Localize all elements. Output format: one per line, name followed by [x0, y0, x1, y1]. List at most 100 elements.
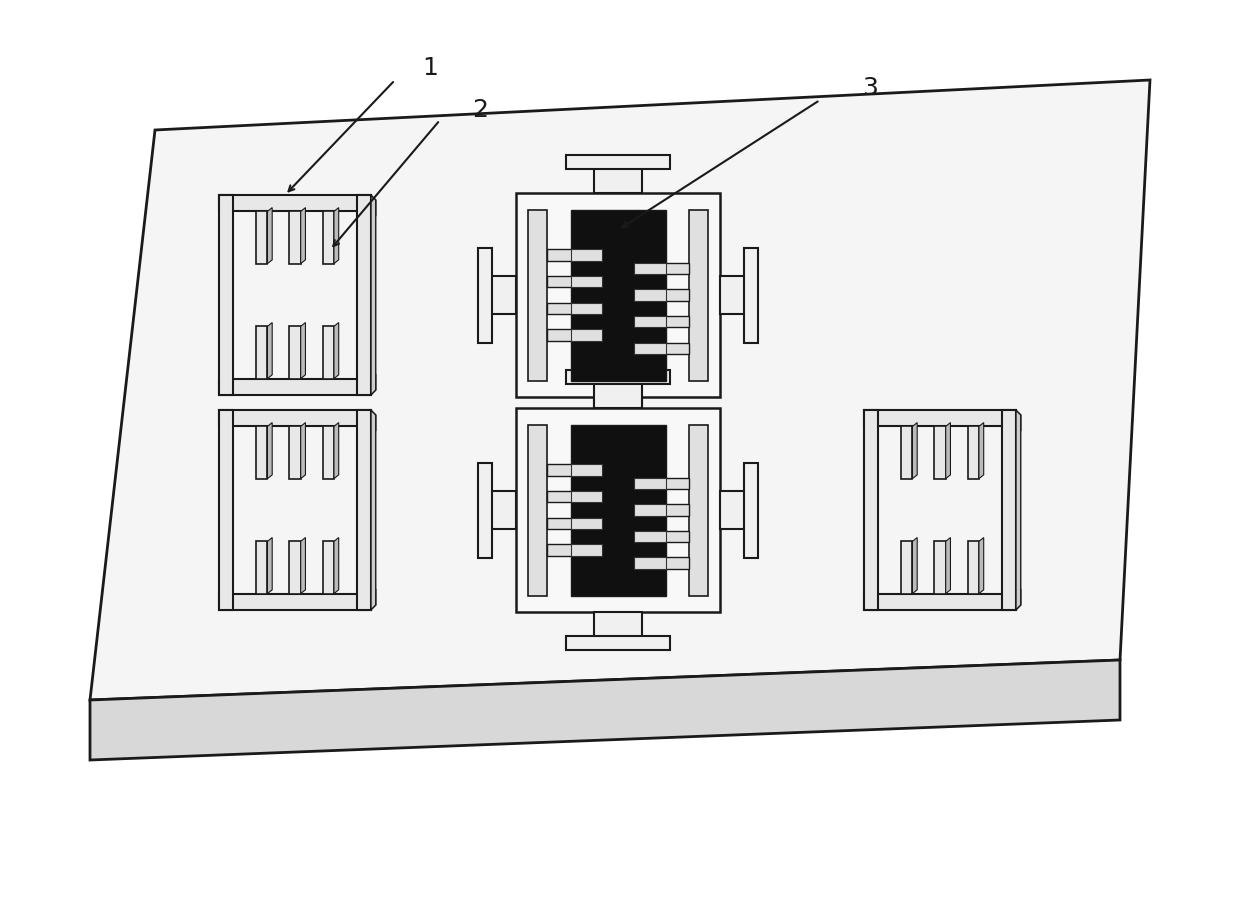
Polygon shape: [864, 410, 878, 610]
Polygon shape: [570, 276, 601, 288]
Polygon shape: [934, 541, 946, 593]
Polygon shape: [967, 541, 978, 593]
Polygon shape: [637, 342, 689, 354]
Polygon shape: [255, 212, 268, 264]
Polygon shape: [255, 541, 268, 593]
Polygon shape: [547, 491, 599, 502]
Polygon shape: [720, 491, 749, 529]
Polygon shape: [547, 518, 599, 529]
Polygon shape: [219, 410, 371, 426]
Polygon shape: [864, 593, 1016, 610]
Polygon shape: [477, 463, 492, 558]
Polygon shape: [289, 541, 300, 593]
Polygon shape: [570, 425, 666, 595]
Polygon shape: [978, 538, 983, 593]
Polygon shape: [565, 635, 671, 650]
Polygon shape: [634, 342, 666, 354]
Polygon shape: [565, 370, 671, 384]
Polygon shape: [570, 518, 601, 529]
Polygon shape: [978, 423, 983, 478]
Polygon shape: [334, 322, 339, 379]
Polygon shape: [219, 410, 233, 610]
Polygon shape: [516, 408, 720, 612]
Polygon shape: [946, 423, 950, 478]
Polygon shape: [91, 660, 1120, 760]
Polygon shape: [637, 316, 689, 327]
Polygon shape: [594, 164, 642, 193]
Polygon shape: [637, 504, 689, 516]
Polygon shape: [934, 426, 946, 478]
Polygon shape: [570, 544, 601, 556]
Polygon shape: [528, 425, 547, 595]
Polygon shape: [744, 463, 758, 558]
Polygon shape: [570, 249, 601, 261]
Polygon shape: [634, 316, 666, 327]
Polygon shape: [637, 477, 689, 489]
Polygon shape: [689, 209, 708, 381]
Polygon shape: [565, 421, 671, 436]
Polygon shape: [547, 276, 599, 288]
Polygon shape: [289, 212, 300, 264]
Polygon shape: [268, 423, 273, 478]
Text: 2: 2: [472, 98, 489, 122]
Polygon shape: [689, 425, 708, 595]
Polygon shape: [901, 541, 913, 593]
Polygon shape: [901, 426, 913, 478]
Polygon shape: [371, 589, 376, 610]
Polygon shape: [516, 193, 720, 397]
Polygon shape: [570, 330, 601, 341]
Polygon shape: [371, 410, 376, 610]
Polygon shape: [637, 289, 689, 300]
Polygon shape: [1016, 410, 1021, 431]
Polygon shape: [594, 380, 642, 408]
Polygon shape: [547, 302, 599, 314]
Polygon shape: [289, 326, 300, 379]
Polygon shape: [371, 373, 376, 394]
Polygon shape: [268, 207, 273, 264]
Polygon shape: [946, 538, 950, 593]
Polygon shape: [864, 410, 1016, 426]
Polygon shape: [219, 195, 371, 212]
Polygon shape: [357, 195, 371, 394]
Polygon shape: [300, 322, 305, 379]
Polygon shape: [255, 326, 268, 379]
Polygon shape: [334, 207, 339, 264]
Polygon shape: [744, 247, 758, 342]
Polygon shape: [322, 426, 334, 478]
Polygon shape: [487, 491, 516, 529]
Polygon shape: [913, 423, 918, 478]
Polygon shape: [547, 330, 599, 341]
Polygon shape: [371, 195, 376, 216]
Polygon shape: [219, 195, 233, 394]
Polygon shape: [334, 423, 339, 478]
Polygon shape: [1016, 589, 1021, 610]
Polygon shape: [570, 465, 601, 476]
Polygon shape: [322, 541, 334, 593]
Polygon shape: [634, 289, 666, 300]
Polygon shape: [322, 326, 334, 379]
Polygon shape: [637, 530, 689, 542]
Polygon shape: [594, 397, 642, 425]
Polygon shape: [594, 612, 642, 641]
Polygon shape: [547, 249, 599, 261]
Polygon shape: [547, 465, 599, 476]
Polygon shape: [477, 247, 492, 342]
Polygon shape: [967, 426, 978, 478]
Polygon shape: [91, 80, 1149, 700]
Polygon shape: [570, 491, 601, 502]
Polygon shape: [634, 504, 666, 516]
Polygon shape: [634, 530, 666, 542]
Polygon shape: [570, 302, 601, 314]
Polygon shape: [487, 276, 516, 314]
Polygon shape: [371, 410, 376, 431]
Polygon shape: [300, 207, 305, 264]
Polygon shape: [268, 538, 273, 593]
Text: 1: 1: [422, 56, 438, 80]
Text: 3: 3: [862, 76, 878, 100]
Polygon shape: [634, 263, 666, 274]
Polygon shape: [1016, 410, 1021, 610]
Polygon shape: [913, 538, 918, 593]
Polygon shape: [255, 426, 268, 478]
Polygon shape: [322, 212, 334, 264]
Polygon shape: [219, 593, 371, 610]
